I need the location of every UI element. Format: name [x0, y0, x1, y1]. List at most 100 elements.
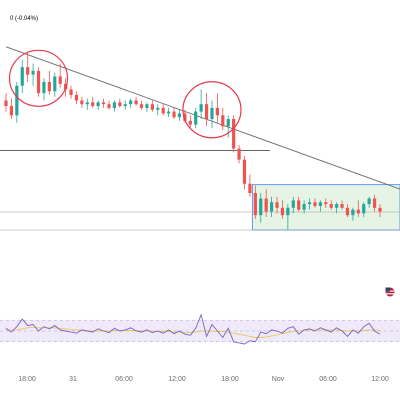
- price-change-label: 0 (-0.04%): [10, 16, 38, 22]
- x-axis-tick-label: 18:00: [221, 376, 239, 383]
- candle: [69, 85, 73, 99]
- candle-body: [269, 202, 274, 212]
- candle: [242, 156, 247, 190]
- candle-body: [172, 111, 176, 118]
- candle: [253, 185, 257, 219]
- candle-body: [318, 202, 322, 206]
- x-axis-tick-label: 18:00: [18, 376, 36, 383]
- candle-body: [313, 202, 317, 206]
- candle-body: [340, 204, 344, 208]
- candle: [275, 196, 279, 214]
- candle-body: [139, 104, 144, 108]
- candle: [269, 196, 274, 218]
- candle-body: [204, 104, 209, 119]
- candle-body: [259, 198, 263, 216]
- candle: [36, 67, 41, 97]
- candle: [91, 96, 95, 108]
- candle: [177, 109, 182, 121]
- candle: [107, 100, 111, 110]
- candle-body: [36, 70, 41, 94]
- candle: [194, 107, 198, 129]
- candle-body: [199, 104, 203, 112]
- candle: [101, 98, 106, 108]
- candle-body: [177, 113, 182, 118]
- candle-body: [275, 202, 279, 208]
- candle: [80, 96, 84, 108]
- candle-body: [356, 209, 360, 214]
- candle: [226, 115, 230, 138]
- candle: [150, 100, 154, 112]
- candle-body: [112, 102, 117, 108]
- candle: [313, 198, 317, 208]
- candle-body: [74, 94, 79, 101]
- candle-body: [351, 209, 355, 216]
- highlight-circle[interactable]: [182, 81, 242, 139]
- candle: [74, 91, 79, 105]
- candle-body: [188, 120, 192, 125]
- us-flag-icon[interactable]: [385, 287, 395, 297]
- candle: [112, 100, 117, 112]
- candle-body: [4, 100, 8, 107]
- candle-body: [47, 82, 51, 92]
- candle: [351, 207, 355, 221]
- candle-body: [291, 200, 295, 208]
- candle-body: [69, 89, 73, 95]
- candle: [324, 198, 328, 208]
- candle: [47, 70, 51, 95]
- candle-body: [286, 207, 290, 216]
- candle: [145, 102, 149, 112]
- candle: [167, 107, 171, 118]
- candle: [210, 100, 214, 129]
- x-axis-tick-label: 06:00: [115, 376, 133, 383]
- candle-body: [145, 104, 149, 108]
- candle: [123, 100, 127, 110]
- candle-body: [253, 193, 257, 216]
- candle: [85, 98, 89, 110]
- candle-body: [118, 102, 122, 107]
- candle-body: [280, 207, 285, 216]
- candle-body: [134, 100, 138, 105]
- candle-body: [335, 204, 339, 208]
- candle: [4, 93, 8, 112]
- candle: [199, 89, 203, 119]
- candle: [248, 174, 252, 197]
- candle: [42, 78, 46, 101]
- candle-body: [85, 102, 89, 105]
- rsi-line[interactable]: [5, 313, 381, 345]
- candle: [53, 72, 57, 97]
- candle-body: [107, 104, 111, 108]
- candle-body: [123, 104, 127, 107]
- candle-body: [194, 111, 198, 125]
- candle-body: [9, 106, 14, 116]
- candle: [340, 200, 344, 210]
- candle: [172, 107, 176, 119]
- candle-body: [64, 83, 68, 90]
- candle-body: [242, 159, 247, 184]
- candle-body: [302, 204, 306, 210]
- trendline[interactable]: [5, 46, 400, 190]
- candle-body: [96, 102, 100, 107]
- candle: [356, 200, 360, 218]
- candle: [372, 194, 377, 212]
- candle-body: [150, 104, 154, 110]
- highlight-circle[interactable]: [8, 49, 69, 107]
- candle: [367, 196, 371, 208]
- candle: [26, 52, 30, 82]
- candle: [129, 98, 133, 108]
- candle: [291, 196, 295, 214]
- candle-body: [156, 107, 160, 110]
- candle: [118, 98, 122, 108]
- candle: [286, 204, 290, 230]
- candle: [259, 193, 263, 223]
- candle-body: [324, 202, 328, 205]
- candle-body: [221, 115, 225, 127]
- candle-body: [378, 207, 382, 212]
- candle: [156, 104, 160, 116]
- candle: [31, 63, 35, 86]
- candle-body: [372, 198, 377, 208]
- candle-body: [232, 119, 236, 149]
- candle: [329, 200, 333, 210]
- x-axis-tick-label: 06:00: [319, 376, 337, 383]
- candle-body: [80, 100, 84, 105]
